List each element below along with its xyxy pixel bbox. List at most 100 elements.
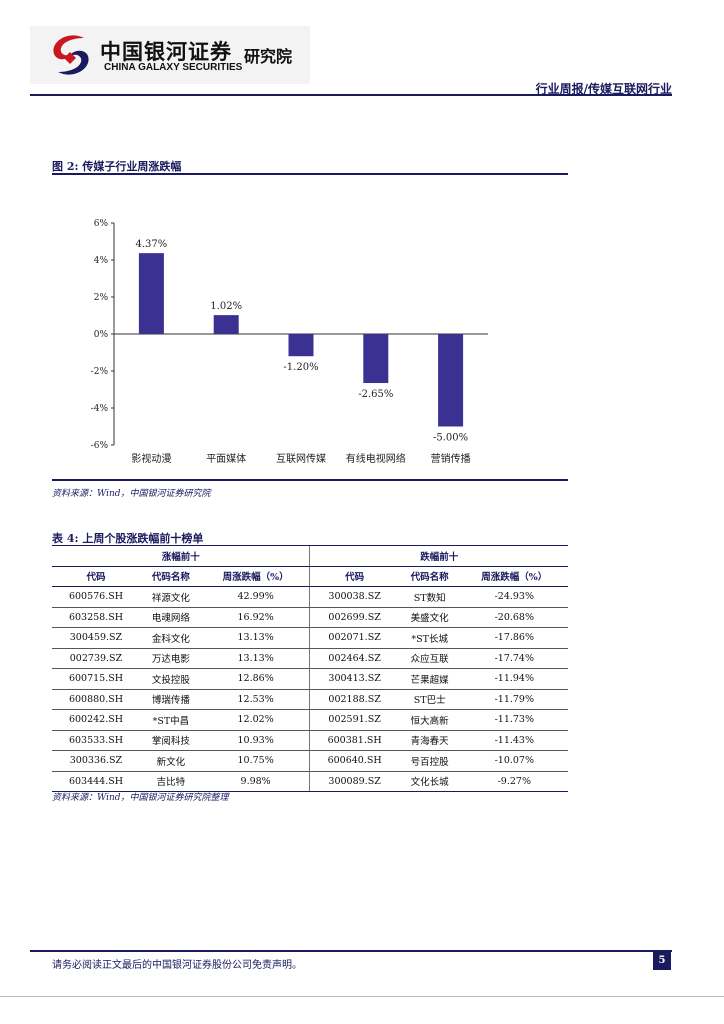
logo-institute: 研究院 (244, 47, 293, 66)
change-cell: 9.98% (201, 771, 310, 792)
category-label: 影视动漫 (131, 452, 171, 465)
code-cell: 300413.SZ (309, 668, 399, 690)
code-cell: 002464.SZ (309, 648, 399, 669)
col-code: 代码 (52, 566, 140, 587)
footer-divider (30, 950, 672, 952)
code-cell: 600880.SH (52, 689, 140, 710)
code-cell: 600242.SH (52, 709, 140, 731)
change-cell: -24.93% (460, 586, 568, 608)
name-cell: 芒果超媒 (398, 668, 461, 690)
bar-3 (363, 334, 389, 384)
code-cell: 300459.SZ (52, 627, 140, 649)
code-cell: 300038.SZ (309, 586, 399, 608)
code-cell: 300336.SZ (52, 750, 140, 772)
col-name: 代码名称 (139, 566, 202, 587)
page-number: 5 (653, 952, 671, 970)
name-cell: 金科文化 (139, 627, 202, 649)
footer-disclaimer: 请务必阅读正文最后的中国银河证券股份公司免责声明。 (52, 960, 302, 971)
change-cell: -11.94% (460, 668, 568, 690)
y-tick-label: -6% (91, 441, 109, 451)
name-cell: 恒大高新 (398, 709, 461, 731)
bars-group (138, 253, 464, 427)
name-cell: ST数知 (398, 586, 461, 608)
table-row: 300336.SZ 新文化 10.75% 600640.SH 号百控股 -10.07% (52, 750, 568, 772)
code-cell: 603533.SH (52, 730, 140, 751)
code-cell: 600381.SH (309, 730, 399, 751)
change-cell: 16.92% (201, 607, 310, 628)
bar-0 (138, 253, 164, 334)
name-cell: 掌阅科技 (139, 730, 202, 751)
category-labels-group: 影视动漫 平面媒体 互联网传媒 有线电视网络 营销传播 (131, 452, 470, 465)
change-cell: -11.79% (460, 689, 568, 710)
name-cell: 号百控股 (398, 750, 461, 772)
page-bottom-line (0, 996, 724, 997)
bar-value-label: -2.65% (358, 389, 393, 400)
bar-1 (213, 315, 239, 334)
code-cell: 603444.SH (52, 771, 140, 792)
figure-title-rule (52, 173, 568, 175)
table-row: 603444.SH 吉比特 9.98% 300089.SZ 文化长城 -9.27% (52, 771, 568, 792)
galaxy-logo-icon (53, 35, 89, 75)
bar-2 (288, 334, 314, 357)
name-cell: *ST长城 (398, 627, 461, 649)
y-tick-label: -4% (91, 404, 109, 414)
name-cell: 文投控股 (139, 668, 202, 690)
table-group-header: 涨幅前十 跌幅前十 (52, 545, 568, 567)
table-source: 资料来源：Wind，中国银河证券研究院整理 (52, 793, 229, 803)
change-cell: -17.74% (460, 648, 568, 669)
col-name: 代码名称 (398, 566, 461, 587)
code-cell: 600640.SH (309, 750, 399, 772)
bar-4 (438, 334, 464, 427)
category-label: 有线电视网络 (346, 452, 406, 465)
figure-bottom-rule (52, 479, 568, 481)
logo-english-name: CHINA GALAXY SECURITIES (104, 62, 243, 73)
name-cell: 电魂网络 (139, 607, 202, 628)
name-cell: *ST中昌 (139, 709, 202, 731)
bar-value-label: -5.00% (433, 433, 468, 444)
change-cell: -9.27% (460, 771, 568, 792)
change-cell: -11.43% (460, 730, 568, 751)
losers-header: 跌幅前十 (309, 545, 568, 567)
table-row: 300459.SZ 金科文化 13.13% 002071.SZ *ST长城 -17.86% (52, 627, 568, 649)
name-cell: 文化长城 (398, 771, 461, 792)
table-row: 603533.SH 掌阅科技 10.93% 600381.SH 青海春天 -11.43% (52, 730, 568, 751)
change-cell: 13.13% (201, 648, 310, 669)
bar-value-label: 1.02% (210, 301, 242, 312)
bar-value-label: -1.20% (283, 362, 318, 373)
name-cell: 众应互联 (398, 648, 461, 669)
code-cell: 002188.SZ (309, 689, 399, 710)
col-code: 代码 (309, 566, 399, 587)
name-cell: 新文化 (139, 750, 202, 772)
change-cell: -17.86% (460, 627, 568, 649)
change-cell: -10.07% (460, 750, 568, 772)
code-cell: 600576.SH (52, 586, 140, 608)
change-cell: 12.86% (201, 668, 310, 690)
y-tick-label: 0% (94, 330, 109, 340)
y-tick-label: 2% (94, 293, 109, 303)
col-change: 周涨跌幅（%） (460, 566, 568, 587)
name-cell: ST巴士 (398, 689, 461, 710)
code-cell: 002071.SZ (309, 627, 399, 649)
data-labels-group: 4.37% 1.02% -1.20% -2.65% -5.00% (136, 239, 469, 443)
table-row: 603258.SH 电魂网络 16.92% 002699.SZ 美盛文化 -20.68% (52, 607, 568, 628)
table-row: 600715.SH 文投控股 12.86% 300413.SZ 芒果超媒 -11.94% (52, 668, 568, 690)
category-label: 营销传播 (431, 452, 471, 465)
logo-chinese-name: 中国银河证券 (100, 40, 232, 64)
name-cell: 祥源文化 (139, 586, 202, 608)
change-cell: -20.68% (460, 607, 568, 628)
name-cell: 吉比特 (139, 771, 202, 792)
y-tick-label: 4% (94, 256, 109, 266)
y-axis-ticks: 6% 4% 2% 0% -2% -4% -6% (91, 219, 114, 451)
change-cell: 12.02% (201, 709, 310, 731)
code-cell: 600715.SH (52, 668, 140, 690)
change-cell: 13.13% (201, 627, 310, 649)
category-label: 互联网传媒 (276, 453, 326, 465)
name-cell: 万达电影 (139, 648, 202, 669)
y-tick-label: -2% (91, 367, 109, 377)
code-cell: 603258.SH (52, 607, 140, 628)
change-cell: 12.53% (201, 689, 310, 710)
report-type: 行业周报/传媒互联网行业 (535, 82, 672, 96)
change-cell: 10.93% (201, 730, 310, 751)
change-cell: -11.73% (460, 709, 568, 731)
table-row: 600880.SH 博瑞传播 12.53% 002188.SZ ST巴士 -11.79% (52, 689, 568, 710)
